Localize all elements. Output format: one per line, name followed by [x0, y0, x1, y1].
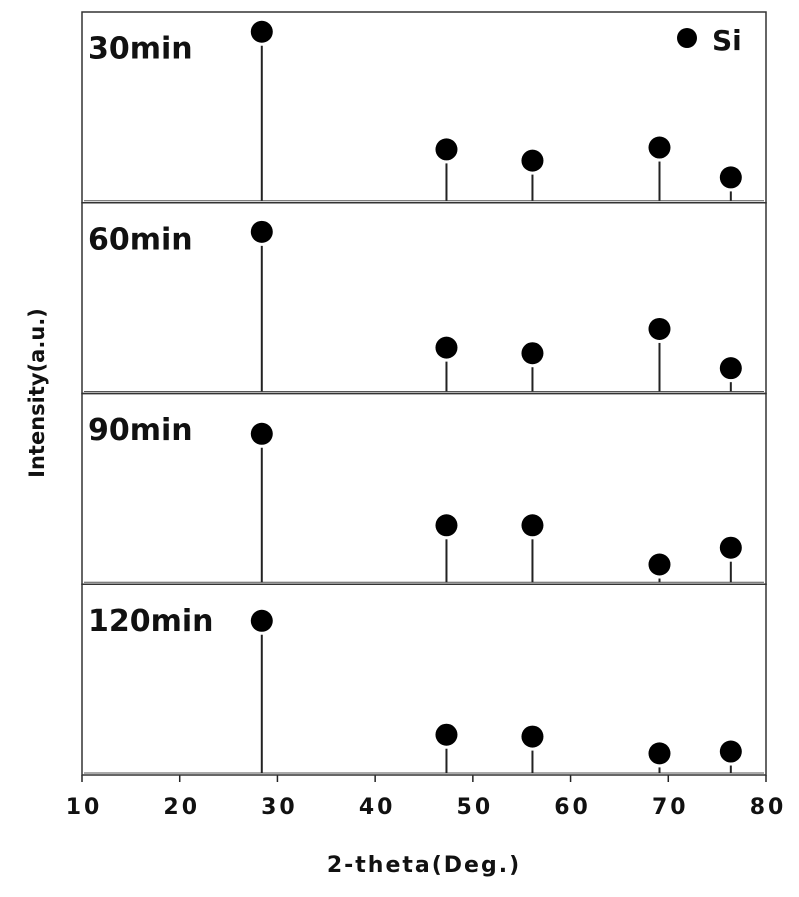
si-marker — [719, 740, 742, 763]
x-tick-label: 40 — [359, 795, 396, 820]
panel-label: 30min — [88, 32, 193, 67]
si-marker — [648, 136, 671, 159]
si-marker — [648, 742, 671, 765]
si-marker — [648, 553, 671, 576]
si-marker — [521, 725, 544, 748]
si-marker — [719, 166, 742, 189]
x-tick-label: 70 — [652, 795, 689, 820]
panel-label: 90min — [88, 413, 193, 448]
legend-label: Si — [712, 24, 742, 57]
x-tick-label: 20 — [163, 795, 200, 820]
x-axis-title: 2-theta(Deg.) — [327, 853, 521, 878]
si-marker — [250, 20, 273, 43]
panel-label: 60min — [88, 222, 193, 257]
y-axis-title: Intensity(a.u.) — [25, 308, 49, 478]
panel-label: 120min — [88, 604, 214, 639]
si-marker — [648, 317, 671, 340]
si-marker — [521, 342, 544, 365]
si-marker — [250, 422, 273, 445]
si-marker — [719, 357, 742, 380]
si-marker — [435, 514, 458, 537]
x-tick-label: 50 — [457, 795, 494, 820]
si-marker — [435, 138, 458, 161]
x-tick-label: 60 — [554, 795, 591, 820]
si-marker — [250, 220, 273, 243]
si-marker — [719, 536, 742, 559]
si-marker — [435, 336, 458, 359]
panel-frame — [81, 583, 767, 776]
legend-marker — [677, 28, 697, 48]
si-marker — [521, 514, 544, 537]
si-marker — [521, 149, 544, 172]
si-marker — [250, 609, 273, 632]
x-tick-label: 10 — [66, 795, 103, 820]
x-tick-label: 80 — [750, 795, 787, 820]
x-tick-label: 30 — [261, 795, 298, 820]
si-marker — [435, 723, 458, 746]
